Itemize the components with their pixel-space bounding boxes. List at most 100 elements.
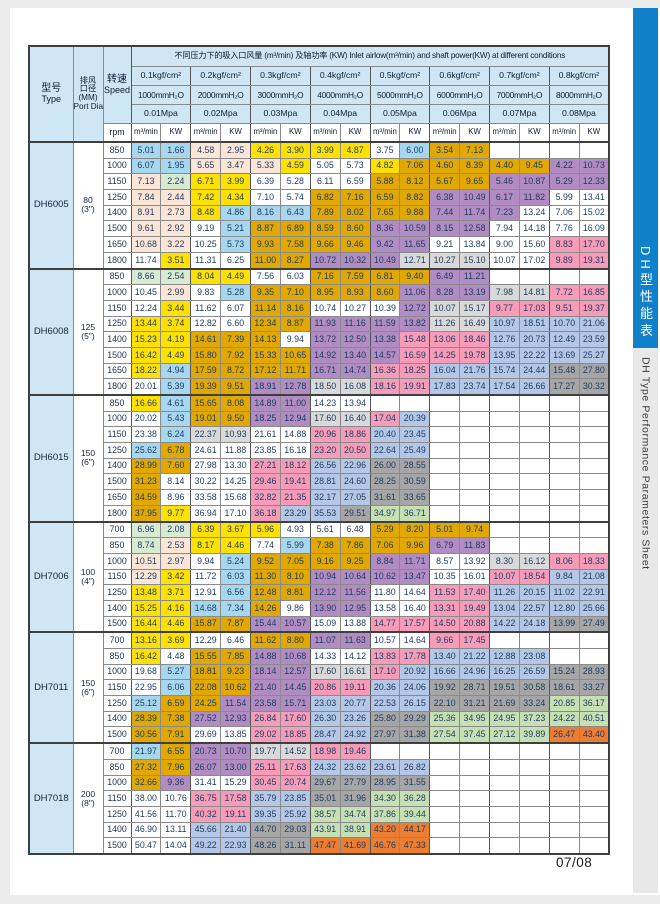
value-cell: 20.39 <box>399 410 431 428</box>
value-cell: 9.40 <box>399 267 431 286</box>
value-cell: 6.59 <box>160 695 192 712</box>
value-cell: 6.03 <box>279 267 311 286</box>
value-cell: 7.92 <box>220 346 251 364</box>
value-cell: 28.99 <box>130 457 162 475</box>
value-cell: 9.65 <box>459 173 490 191</box>
header-flow-unit: m³/min <box>250 123 281 143</box>
value-cell: 26.59 <box>518 663 550 681</box>
value-cell: 30.22 <box>190 473 222 491</box>
value-cell: 7.34 <box>220 599 251 617</box>
page-edge-bottom <box>0 895 660 904</box>
value-cell: 38.57 <box>309 805 341 823</box>
table-row: 1000 10.45 2.99 9.83 5.28 9.35 7.10 8.95 8.93 8.6… <box>29 284 610 301</box>
empty-cell <box>578 393 610 412</box>
value-cell: 4.34 <box>220 189 251 206</box>
sidebar-title-en: DH Type Performance Parameters Sheet <box>639 357 652 570</box>
value-cell: 6.96 <box>130 520 162 539</box>
empty-cell <box>489 805 520 823</box>
value-cell: 6.49 <box>429 267 461 286</box>
empty-cell <box>578 489 610 506</box>
table-row: DH7006 100 (4") 700 6.96 2.08 6.39 3.67 5.96 4.93… <box>28 520 610 633</box>
value-cell: 8.48 <box>190 204 222 222</box>
value-cell: 46.90 <box>130 821 162 839</box>
header-flow-unit: m³/min <box>369 123 401 143</box>
value-cell: 44.17 <box>399 821 431 839</box>
empty-cell <box>518 805 550 823</box>
value-cell: 10.07 <box>489 568 520 586</box>
value-cell: 8.15 <box>429 220 461 238</box>
value-cell: 13.84 <box>459 236 490 253</box>
table-row: 1150 22.95 6.06 22.08 10.62 21.40 14.45 20.86 19… <box>29 679 610 697</box>
value-cell: 23.45 <box>399 426 431 444</box>
value-cell: 23.03 <box>309 695 341 712</box>
value-cell: 7.89 <box>309 204 341 222</box>
rpm-cell: 1400 <box>102 204 132 222</box>
value-cell: 5.33 <box>250 157 281 175</box>
empty-cell <box>548 821 580 839</box>
header-pressure-mmh2o: 3000mmH₂O <box>250 85 311 105</box>
value-cell: 10.72 <box>309 251 341 270</box>
rpm-cell: 1800 <box>102 378 132 396</box>
value-cell: 17.27 <box>548 378 580 396</box>
value-cell: 20.15 <box>518 584 550 601</box>
value-cell: 8.66 <box>130 267 162 286</box>
value-cell: 5.65 <box>190 157 222 175</box>
header-rpm: rpm <box>102 123 132 143</box>
value-cell: 8.81 <box>279 584 311 601</box>
value-cell: 23.20 <box>309 442 341 459</box>
value-cell: 4.16 <box>160 599 192 617</box>
value-cell: 9.51 <box>548 299 580 317</box>
value-cell: 13.83 <box>369 648 401 665</box>
value-cell: 5.61 <box>309 520 341 539</box>
value-cell: 21.08 <box>578 568 610 586</box>
value-cell: 6.78 <box>160 442 192 459</box>
value-cell: 6.25 <box>220 251 251 270</box>
value-cell: 12.29 <box>130 568 162 586</box>
value-cell: 9.66 <box>309 236 341 253</box>
empty-cell <box>518 774 550 792</box>
value-cell: 15.33 <box>250 346 281 364</box>
value-cell: 8.84 <box>369 552 401 570</box>
port-dia-cell: 150 (6") <box>72 631 104 744</box>
table-row: 1250 41.56 11.70 40.32 19.11 39.35 25.92 38.57 3… <box>29 805 610 823</box>
value-cell: 14.33 <box>309 648 341 665</box>
empty-cell <box>459 473 490 491</box>
value-cell: 19.68 <box>130 663 162 681</box>
value-cell: 12.33 <box>578 173 610 191</box>
value-cell: 5.29 <box>369 520 401 539</box>
value-cell: 29.67 <box>309 774 341 792</box>
value-cell: 7.91 <box>160 726 192 744</box>
value-cell: 17.10 <box>369 663 401 681</box>
value-cell: 18.22 <box>130 362 162 380</box>
value-cell: 28.95 <box>369 774 401 792</box>
value-cell: 29.46 <box>250 473 281 491</box>
value-cell: 10.59 <box>399 220 431 238</box>
rpm-cell: 1400 <box>102 331 132 348</box>
empty-cell <box>489 504 520 523</box>
empty-cell <box>489 520 520 539</box>
value-cell: 13.24 <box>518 204 550 222</box>
value-cell: 6.79 <box>429 537 461 554</box>
value-cell: 17.59 <box>190 362 222 380</box>
value-cell: 18.86 <box>339 426 371 444</box>
header-flow-unit: m³/min <box>309 123 341 143</box>
value-cell: 9.51 <box>220 378 251 396</box>
value-cell: 29.51 <box>339 504 371 523</box>
value-cell: 11.53 <box>429 584 461 601</box>
rpm-cell: 850 <box>102 648 132 665</box>
value-cell: 15.60 <box>518 236 550 253</box>
value-cell: 30.59 <box>399 473 431 491</box>
value-cell: 9.46 <box>339 236 371 253</box>
value-cell: 7.86 <box>339 537 371 554</box>
empty-cell <box>578 758 610 776</box>
value-cell: 9.25 <box>339 552 371 570</box>
value-cell: 15.74 <box>489 362 520 380</box>
port-dia-cell: 150 (6") <box>72 394 104 522</box>
value-cell: 5.99 <box>548 189 580 206</box>
header-pressure-kgf: 0.1kgf/cm² <box>130 66 192 86</box>
value-cell: 16.61 <box>339 663 371 681</box>
value-cell: 39.44 <box>399 805 431 823</box>
header-pressure-mpa: 0.04Mpa <box>309 104 371 124</box>
value-cell: 2.24 <box>160 173 192 191</box>
value-cell: 8.02 <box>339 204 371 222</box>
